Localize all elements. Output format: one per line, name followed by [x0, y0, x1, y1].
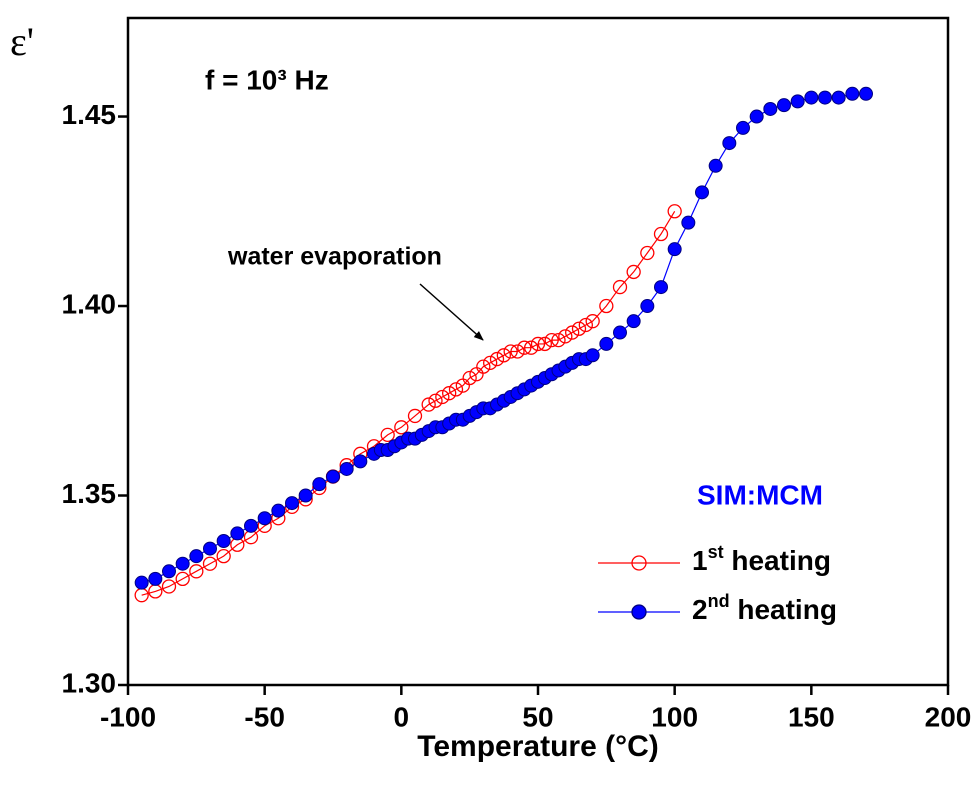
data-point — [175, 571, 190, 587]
data-point — [749, 109, 764, 124]
data-point — [216, 533, 231, 548]
data-point — [804, 90, 819, 105]
series-line — [141, 210, 676, 596]
annotation: water evaporation — [227, 243, 442, 271]
data-point — [339, 461, 354, 476]
data-point — [585, 348, 600, 363]
data-point — [517, 340, 532, 355]
data-point — [831, 90, 846, 105]
data-point — [763, 101, 778, 116]
data-point — [202, 556, 218, 571]
data-point — [667, 242, 682, 257]
data-point — [544, 332, 559, 348]
data-point — [845, 86, 860, 101]
data-point — [148, 571, 163, 586]
data-point — [722, 136, 737, 151]
data-point — [695, 185, 709, 200]
data-point — [496, 348, 511, 363]
data-point — [448, 382, 464, 397]
plot-frame — [126, 16, 950, 687]
x-tick-label: 150 — [788, 701, 835, 732]
data-point — [558, 329, 573, 344]
data-point — [654, 280, 668, 295]
data-point — [585, 314, 600, 329]
data-point — [613, 325, 627, 340]
data-point — [189, 549, 204, 564]
data-point — [407, 408, 423, 424]
annotation: f = 10³ Hz — [205, 64, 329, 95]
data-point — [653, 226, 669, 242]
data-point — [203, 541, 217, 556]
x-tick-label: -100 — [100, 701, 156, 732]
x-tick-label: 100 — [651, 701, 698, 732]
data-point — [244, 518, 258, 533]
data-point — [736, 120, 750, 135]
annotation-arrow — [419, 283, 484, 341]
data-point — [626, 264, 641, 280]
data-point — [312, 477, 327, 492]
data-point — [380, 427, 395, 443]
data-point — [551, 332, 566, 348]
data-point — [503, 344, 518, 359]
data-point — [777, 98, 791, 113]
data-point — [524, 340, 539, 355]
data-point — [859, 86, 873, 101]
data-point — [394, 420, 409, 435]
data-point — [599, 298, 614, 314]
data-point — [681, 215, 696, 230]
data-point — [530, 336, 546, 352]
data-point — [162, 564, 176, 579]
x-tick-label: -50 — [244, 701, 284, 732]
legend-label: 2nd heating — [692, 591, 837, 626]
data-point — [326, 469, 340, 484]
data-point — [216, 548, 231, 564]
x-tick-label: 0 — [394, 701, 410, 732]
data-point — [667, 204, 682, 219]
y-tick-label: 1.30 — [62, 667, 117, 698]
data-point — [640, 299, 655, 314]
data-point — [435, 389, 450, 405]
data-point — [442, 386, 457, 401]
data-point — [510, 344, 525, 359]
data-point — [230, 526, 245, 541]
data-point — [578, 317, 593, 333]
data-point — [271, 503, 286, 518]
legend-title: SIM:MCM — [697, 479, 823, 510]
data-point — [353, 454, 368, 469]
data-point — [483, 355, 498, 371]
data-point — [257, 511, 272, 526]
data-point — [462, 370, 477, 386]
y-axis-label: ε' — [10, 19, 34, 64]
data-point — [161, 579, 177, 594]
y-tick-label: 1.35 — [62, 478, 117, 509]
data-point — [790, 94, 805, 109]
data-point — [612, 279, 628, 295]
data-point — [428, 393, 443, 408]
data-point — [489, 351, 505, 367]
data-point — [134, 575, 149, 590]
data-point — [175, 556, 190, 571]
legend-label: 1st heating — [692, 542, 831, 577]
data-point — [537, 336, 552, 352]
data-point — [818, 90, 832, 105]
data-point — [189, 564, 204, 579]
y-tick-label: 1.45 — [62, 99, 117, 130]
legend-marker — [631, 555, 647, 571]
x-axis-label: Temperature (°C) — [417, 730, 658, 763]
data-point — [640, 245, 655, 261]
data-point — [476, 359, 491, 374]
x-tick-label: 50 — [522, 701, 553, 732]
y-tick-label: 1.40 — [62, 288, 117, 319]
data-point — [626, 314, 641, 329]
data-point — [421, 397, 436, 412]
data-point — [599, 336, 614, 351]
data-point — [565, 325, 580, 340]
x-tick-label: 200 — [925, 701, 972, 732]
data-point — [708, 158, 723, 173]
data-point — [298, 488, 313, 503]
data-point — [571, 321, 587, 336]
legend-marker — [631, 604, 647, 620]
data-point — [285, 496, 299, 511]
